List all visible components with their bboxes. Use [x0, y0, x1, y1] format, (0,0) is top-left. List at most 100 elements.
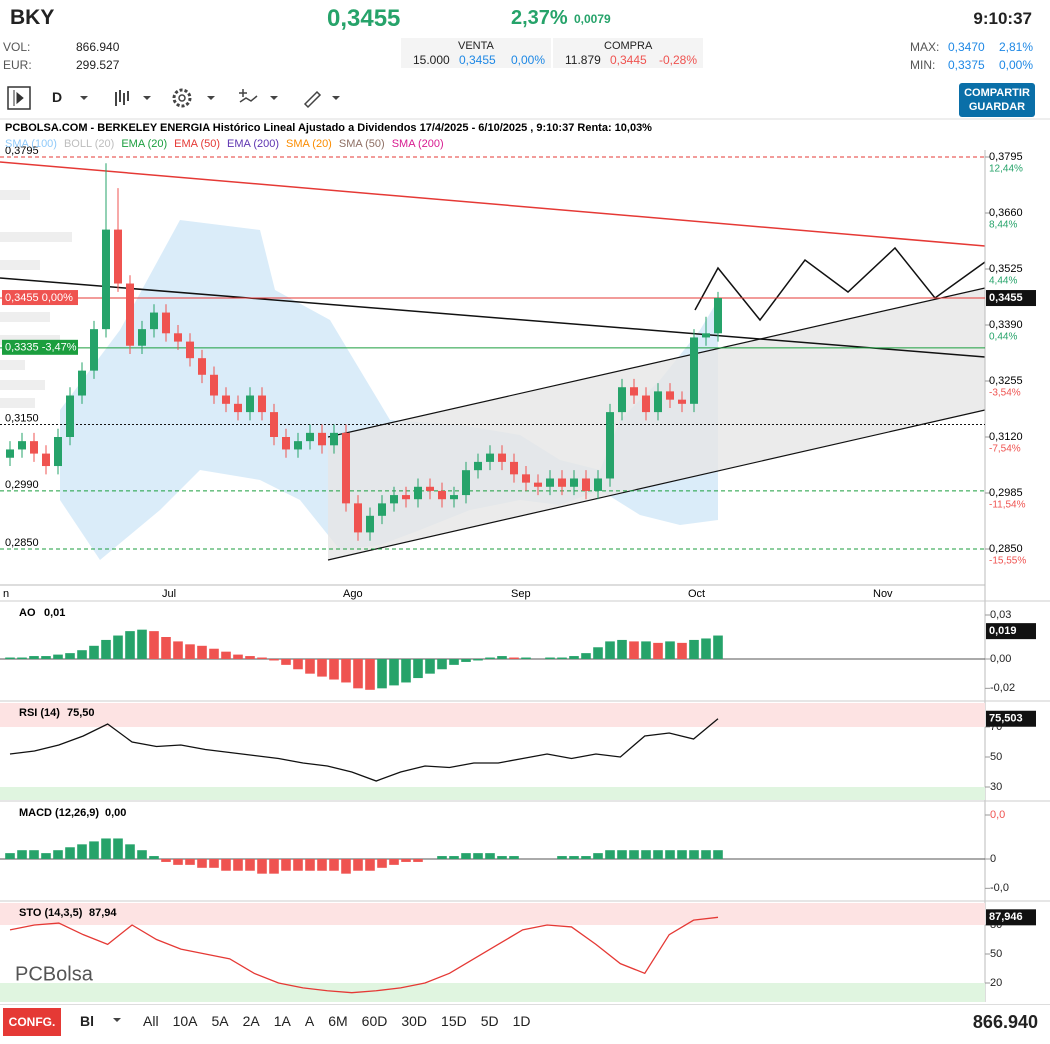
current-box [986, 909, 1036, 926]
histogram-bar [113, 635, 123, 659]
histogram-bar [713, 850, 723, 859]
x-tick-label: Jul [162, 588, 176, 600]
y-tick-label: 0,2850 [989, 543, 1023, 555]
save-text: GUARDAR [968, 101, 1026, 113]
histogram-bar [677, 850, 687, 859]
candle-body [474, 461, 482, 471]
histogram-bar [413, 859, 423, 862]
y-tick-label: 0,00 [990, 653, 1011, 665]
candle-body [126, 283, 134, 346]
histogram-bar [521, 657, 531, 659]
period-button[interactable]: 30D [401, 1013, 428, 1029]
toggle-icon[interactable] [7, 86, 31, 110]
candle-body [450, 495, 458, 500]
candle-body [666, 391, 674, 400]
level-box [2, 290, 78, 306]
change: 0,0079 [574, 12, 611, 26]
candle-body [690, 337, 698, 404]
compra-qty: 11.879 [565, 53, 601, 67]
period-button[interactable]: 2A [242, 1013, 260, 1029]
period-button[interactable]: 5D [480, 1013, 499, 1029]
legend-item: EMA (200) [227, 138, 279, 150]
period-button[interactable]: All [143, 1013, 159, 1029]
candle-body [306, 432, 314, 442]
histogram-bar [485, 853, 495, 859]
histogram-bar [5, 657, 15, 659]
histogram-bar [293, 859, 303, 871]
histogram-bar [269, 659, 279, 661]
indicator-icon[interactable] [239, 89, 258, 103]
histogram-bar [281, 859, 291, 871]
candle-body [702, 333, 710, 338]
y-tick-label: 0,3525 [989, 263, 1023, 275]
candle-body [138, 329, 146, 346]
histogram-bar [353, 859, 363, 871]
histogram-bar [209, 648, 219, 659]
histogram-bar [665, 850, 675, 859]
histogram-bar [413, 659, 423, 679]
legend-item: SMA (50) [338, 138, 385, 150]
current-box [986, 710, 1036, 727]
candle-body [162, 312, 170, 334]
histogram-bar [377, 659, 387, 689]
candle-body [678, 399, 686, 404]
current-value: 0,019 [989, 625, 1017, 637]
y-tick-label: 50 [990, 751, 1002, 763]
x-tick-label: Ago [343, 588, 363, 600]
candle-body [234, 403, 242, 413]
histogram-bar [53, 654, 63, 659]
histogram-bar [221, 651, 231, 659]
mode[interactable]: Bl [80, 1013, 94, 1029]
level-label: 0,2850 [5, 537, 39, 549]
logo: PCBolsa [15, 963, 94, 985]
candle-body [342, 432, 350, 504]
period-button[interactable]: 6M [328, 1013, 348, 1029]
candle-body [66, 395, 74, 437]
candle-body [246, 395, 254, 413]
candles-icon[interactable] [115, 90, 129, 106]
period[interactable]: D [52, 89, 63, 105]
candle-body [6, 449, 14, 458]
period-button[interactable]: 60D [361, 1013, 388, 1029]
histogram-bar [713, 635, 723, 659]
share-button[interactable]: COMPARTIR GUARDAR [959, 83, 1035, 117]
histogram-bar [113, 838, 123, 859]
histogram-bar [173, 859, 183, 865]
toggle-arrow [13, 90, 24, 106]
histogram-bar [509, 657, 519, 659]
histogram-bar [341, 659, 351, 683]
period-button[interactable]: 15D [441, 1013, 467, 1029]
histogram-bar [653, 642, 663, 659]
period-button[interactable]: A [304, 1013, 315, 1029]
venta-box [401, 38, 551, 68]
venta-label: VENTA [458, 40, 494, 52]
histogram-bar [617, 639, 627, 659]
period-button[interactable]: 10A [172, 1013, 198, 1029]
channel-fill [328, 288, 985, 560]
histogram-bar [29, 656, 39, 659]
settings-icon[interactable] [172, 88, 192, 108]
candle-body [114, 229, 122, 284]
draw-icon[interactable] [303, 90, 322, 109]
y-tick-label: 0,2985 [989, 487, 1023, 499]
candle-body [390, 495, 398, 504]
legend-item: SMA (100) [5, 138, 57, 150]
compra-pct: -0,28% [659, 53, 698, 67]
candle-body [174, 333, 182, 342]
y-tick-label: 20 [990, 977, 1002, 989]
candle-body [54, 437, 62, 467]
histogram-bar [557, 657, 567, 659]
candle-body [522, 474, 530, 483]
period-button[interactable]: 1D [512, 1013, 531, 1029]
y-tick-pct: -15,55% [989, 556, 1026, 567]
histogram-bar [185, 644, 195, 659]
histogram-bar [497, 856, 507, 859]
y-tick-label: 0,3390 [989, 319, 1023, 331]
histogram-bar [173, 641, 183, 659]
histogram-bar [641, 641, 651, 659]
config-button[interactable]: CONFG. [3, 1008, 61, 1036]
symbol: BKY [10, 6, 55, 29]
period-button[interactable]: 1A [273, 1013, 291, 1029]
histogram-bar [389, 859, 399, 865]
period-button[interactable]: 5A [211, 1013, 229, 1029]
